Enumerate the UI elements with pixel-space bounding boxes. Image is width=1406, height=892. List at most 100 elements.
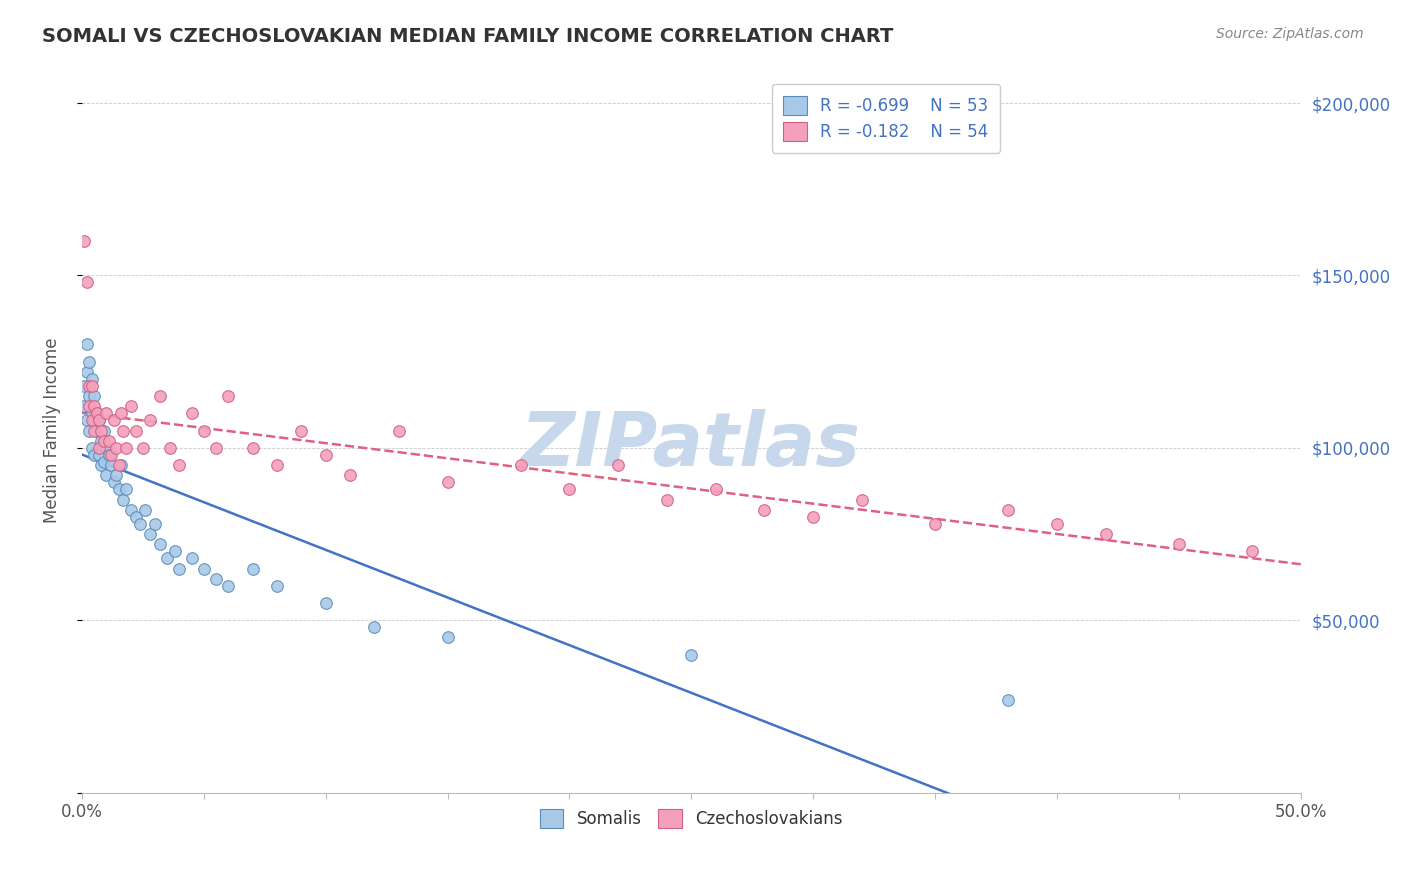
- Point: [266, 579, 288, 593]
- Point: [80, 378, 103, 392]
- Point: [96, 468, 118, 483]
- Point: [77, 400, 100, 414]
- Point: [139, 527, 162, 541]
- Point: [93, 424, 115, 438]
- Point: [114, 482, 136, 496]
- Point: [169, 458, 191, 472]
- Point: [851, 492, 873, 507]
- Point: [924, 516, 946, 531]
- Point: [607, 458, 630, 472]
- Point: [754, 503, 776, 517]
- Point: [363, 620, 385, 634]
- Point: [87, 413, 110, 427]
- Point: [96, 441, 118, 455]
- Point: [83, 413, 105, 427]
- Point: [139, 413, 162, 427]
- Point: [129, 516, 152, 531]
- Point: [110, 458, 132, 472]
- Point: [77, 354, 100, 368]
- Point: [193, 561, 215, 575]
- Point: [107, 482, 129, 496]
- Point: [205, 441, 228, 455]
- Point: [87, 448, 110, 462]
- Point: [86, 406, 108, 420]
- Point: [124, 509, 146, 524]
- Point: [80, 372, 103, 386]
- Point: [83, 448, 105, 462]
- Point: [97, 434, 120, 448]
- Point: [93, 434, 115, 448]
- Point: [509, 458, 531, 472]
- Point: [436, 631, 458, 645]
- Point: [100, 458, 122, 472]
- Point: [388, 424, 411, 438]
- Point: [242, 441, 264, 455]
- Text: Source: ZipAtlas.com: Source: ZipAtlas.com: [1216, 27, 1364, 41]
- Point: [124, 424, 146, 438]
- Point: [315, 596, 337, 610]
- Point: [217, 389, 239, 403]
- Point: [73, 378, 96, 392]
- Point: [1046, 516, 1069, 531]
- Point: [217, 579, 239, 593]
- Point: [76, 337, 98, 351]
- Point: [90, 434, 112, 448]
- Text: ZIPatlas: ZIPatlas: [522, 409, 862, 482]
- Point: [77, 389, 100, 403]
- Point: [180, 551, 202, 566]
- Point: [76, 275, 98, 289]
- Point: [90, 458, 112, 472]
- Point: [112, 492, 135, 507]
- Point: [100, 448, 122, 462]
- Point: [558, 482, 581, 496]
- Point: [93, 455, 115, 469]
- Point: [704, 482, 727, 496]
- Point: [103, 413, 125, 427]
- Point: [169, 561, 191, 575]
- Point: [120, 400, 142, 414]
- Point: [80, 413, 103, 427]
- Point: [1094, 527, 1116, 541]
- Point: [163, 544, 186, 558]
- Point: [96, 406, 118, 420]
- Point: [134, 503, 156, 517]
- Point: [997, 503, 1019, 517]
- Point: [242, 561, 264, 575]
- Point: [205, 572, 228, 586]
- Point: [193, 424, 215, 438]
- Point: [159, 441, 181, 455]
- Point: [339, 468, 361, 483]
- Point: [436, 475, 458, 490]
- Point: [110, 406, 132, 420]
- Point: [80, 406, 103, 420]
- Point: [114, 441, 136, 455]
- Point: [80, 441, 103, 455]
- Point: [801, 509, 824, 524]
- Point: [105, 441, 128, 455]
- Point: [87, 441, 110, 455]
- Point: [105, 468, 128, 483]
- Point: [83, 389, 105, 403]
- Point: [1167, 537, 1189, 551]
- Point: [120, 503, 142, 517]
- Point: [655, 492, 678, 507]
- Point: [149, 537, 172, 551]
- Point: [86, 424, 108, 438]
- Point: [86, 406, 108, 420]
- Point: [87, 413, 110, 427]
- Point: [90, 424, 112, 438]
- Point: [77, 378, 100, 392]
- Point: [76, 365, 98, 379]
- Point: [266, 458, 288, 472]
- Point: [143, 516, 166, 531]
- Point: [73, 234, 96, 248]
- Point: [1240, 544, 1263, 558]
- Legend: Somalis, Czechoslovakians: Somalis, Czechoslovakians: [533, 803, 849, 835]
- Point: [73, 400, 96, 414]
- Point: [681, 648, 703, 662]
- Point: [156, 551, 179, 566]
- Point: [77, 424, 100, 438]
- Point: [76, 413, 98, 427]
- Point: [112, 424, 135, 438]
- Point: [180, 406, 202, 420]
